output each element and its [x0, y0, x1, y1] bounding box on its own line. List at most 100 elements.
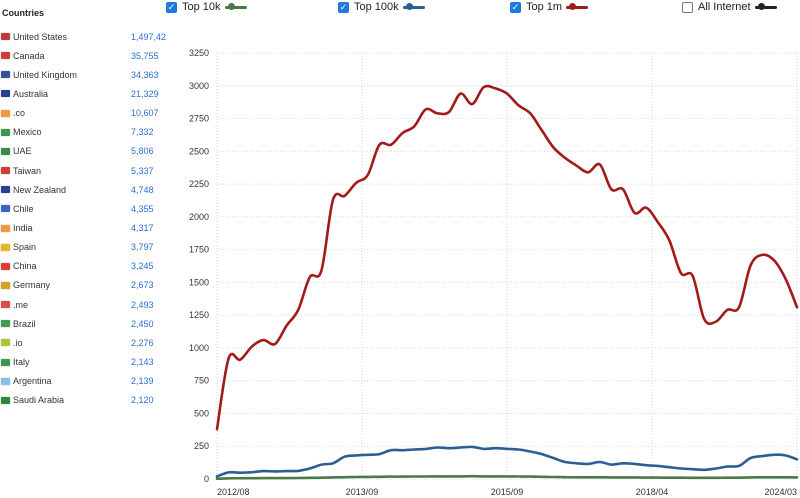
country-count: 1,497,42: [131, 31, 167, 42]
country-count: 3,245: [131, 261, 154, 272]
checkbox-icon[interactable]: ✓: [338, 1, 349, 13]
country-row[interactable]: .me 2,493: [0, 295, 175, 314]
country-name: .me: [13, 299, 29, 310]
country-name: Taiwan: [13, 165, 42, 176]
country-row[interactable]: Spain 3,797: [0, 238, 175, 257]
series-swatch-icon: [224, 3, 247, 11]
y-tick-label: 0: [204, 474, 209, 484]
mexico-flag-icon: [1, 128, 10, 136]
country-name: Saudi Arabia: [13, 395, 65, 406]
country-name: New Zealand: [13, 184, 67, 195]
legend-top-10k[interactable]: ✓ Top 10k: [166, 0, 247, 14]
y-tick-label: 2750: [189, 114, 209, 124]
country-count: 2,493: [131, 299, 154, 310]
country-row[interactable]: Saudi Arabia 2,120: [0, 391, 175, 410]
brazil-flag-icon: [1, 320, 10, 328]
country-count: 2,143: [131, 357, 154, 368]
country-row[interactable]: China 3,245: [0, 257, 175, 276]
y-tick-label: 1000: [189, 343, 209, 353]
checkbox-icon[interactable]: ✓: [166, 1, 177, 13]
uk-flag-icon: [1, 71, 10, 79]
y-tick-label: 750: [194, 376, 209, 386]
country-count: 7,332: [131, 127, 154, 138]
legend-all-internet[interactable]: All Internet: [682, 0, 777, 14]
country-row[interactable]: United States 1,497,42: [0, 27, 175, 46]
country-name: Chile: [13, 203, 34, 214]
country-row[interactable]: Taiwan 5,337: [0, 161, 175, 180]
country-count: 2,673: [131, 280, 154, 291]
y-tick-label: 2250: [189, 179, 209, 189]
country-name: Australia: [13, 88, 49, 99]
country-name: Italy: [13, 357, 30, 368]
series-swatch-icon: [754, 3, 777, 11]
y-tick-label: 1500: [189, 277, 209, 287]
country-row[interactable]: Chile 4,355: [0, 199, 175, 218]
legend-top-1m[interactable]: ✓ Top 1m: [510, 0, 589, 14]
uae-flag-icon: [1, 147, 10, 155]
series-swatch-icon: [566, 3, 589, 11]
country-count: 2,450: [131, 318, 154, 329]
country-row[interactable]: Canada 35,755: [0, 46, 175, 65]
io-tld-icon: [1, 339, 10, 347]
us-flag-icon: [1, 33, 10, 40]
x-tick-label: 2024/03: [764, 487, 797, 497]
y-tick-label: 250: [194, 441, 209, 451]
x-tick-label: 2015/09: [491, 487, 524, 497]
country-row[interactable]: Italy 2,143: [0, 353, 175, 372]
series-line-top-10k: [215, 474, 799, 480]
country-row[interactable]: Argentina 2,139: [0, 372, 175, 391]
country-count: 4,355: [131, 203, 154, 214]
country-count: 2,276: [131, 337, 154, 348]
country-count: 2,139: [131, 376, 154, 387]
country-row[interactable]: Germany 2,673: [0, 276, 175, 295]
legend-label: Top 100k: [354, 1, 399, 13]
new-zealand-flag-icon: [1, 186, 10, 194]
country-row[interactable]: United Kingdom 34,363: [0, 65, 175, 84]
countries-sidebar: Countries United States 1,497,42 Canada 35,…: [0, 0, 175, 498]
co-tld-icon: [1, 109, 10, 117]
legend-label: Top 10k: [182, 1, 221, 13]
country-name: Brazil: [13, 318, 36, 329]
canada-flag-icon: [1, 52, 10, 60]
chart-legend: ✓ Top 10k ✓ Top 100k ✓ Top 1m All Intern…: [0, 0, 800, 16]
country-count: 34,363: [131, 69, 159, 80]
country-name: Canada: [13, 50, 45, 61]
country-row[interactable]: Brazil 2,450: [0, 314, 175, 333]
series-swatch-icon: [402, 3, 425, 11]
country-name: .co: [13, 108, 26, 119]
country-name: United Kingdom: [13, 69, 78, 80]
country-row[interactable]: .co 10,607: [0, 104, 175, 123]
country-count: 3,797: [131, 242, 154, 253]
y-tick-label: 500: [194, 408, 209, 418]
chile-flag-icon: [1, 205, 10, 213]
series-line-top-1m: [215, 84, 799, 431]
germany-flag-icon: [1, 281, 10, 289]
saudi-arabia-flag-icon: [1, 396, 10, 404]
country-row[interactable]: .io 2,276: [0, 333, 175, 352]
country-name: UAE: [13, 146, 32, 157]
country-count: 10,607: [131, 108, 159, 119]
country-name: Germany: [13, 280, 51, 291]
y-tick-label: 3000: [189, 81, 209, 91]
country-row[interactable]: India 4,317: [0, 219, 175, 238]
country-count: 5,806: [131, 146, 154, 157]
country-count: 2,120: [131, 395, 154, 406]
country-row[interactable]: Mexico 7,332: [0, 123, 175, 142]
country-row[interactable]: New Zealand 4,748: [0, 180, 175, 199]
checkbox-icon[interactable]: ✓: [510, 1, 521, 13]
line-chart: 0 250 500 750 1000 1250 1500 1750 2000 2250 2500 27…: [189, 48, 799, 497]
legend-top-100k[interactable]: ✓ Top 100k: [338, 0, 425, 14]
series-line-top-100k: [215, 445, 799, 478]
country-row[interactable]: Australia 21,329: [0, 84, 175, 103]
y-tick-label: 1250: [189, 310, 209, 320]
y-tick-label: 1750: [189, 245, 209, 255]
italy-flag-icon: [1, 358, 10, 366]
country-name: .io: [13, 337, 23, 348]
checkbox-icon[interactable]: [682, 1, 693, 13]
country-count: 5,337: [131, 165, 154, 176]
india-flag-icon: [1, 224, 10, 232]
australia-flag-icon: [1, 90, 10, 98]
country-name: India: [13, 223, 33, 233]
country-row[interactable]: UAE 5,806: [0, 142, 175, 161]
country-name: Mexico: [13, 127, 42, 138]
